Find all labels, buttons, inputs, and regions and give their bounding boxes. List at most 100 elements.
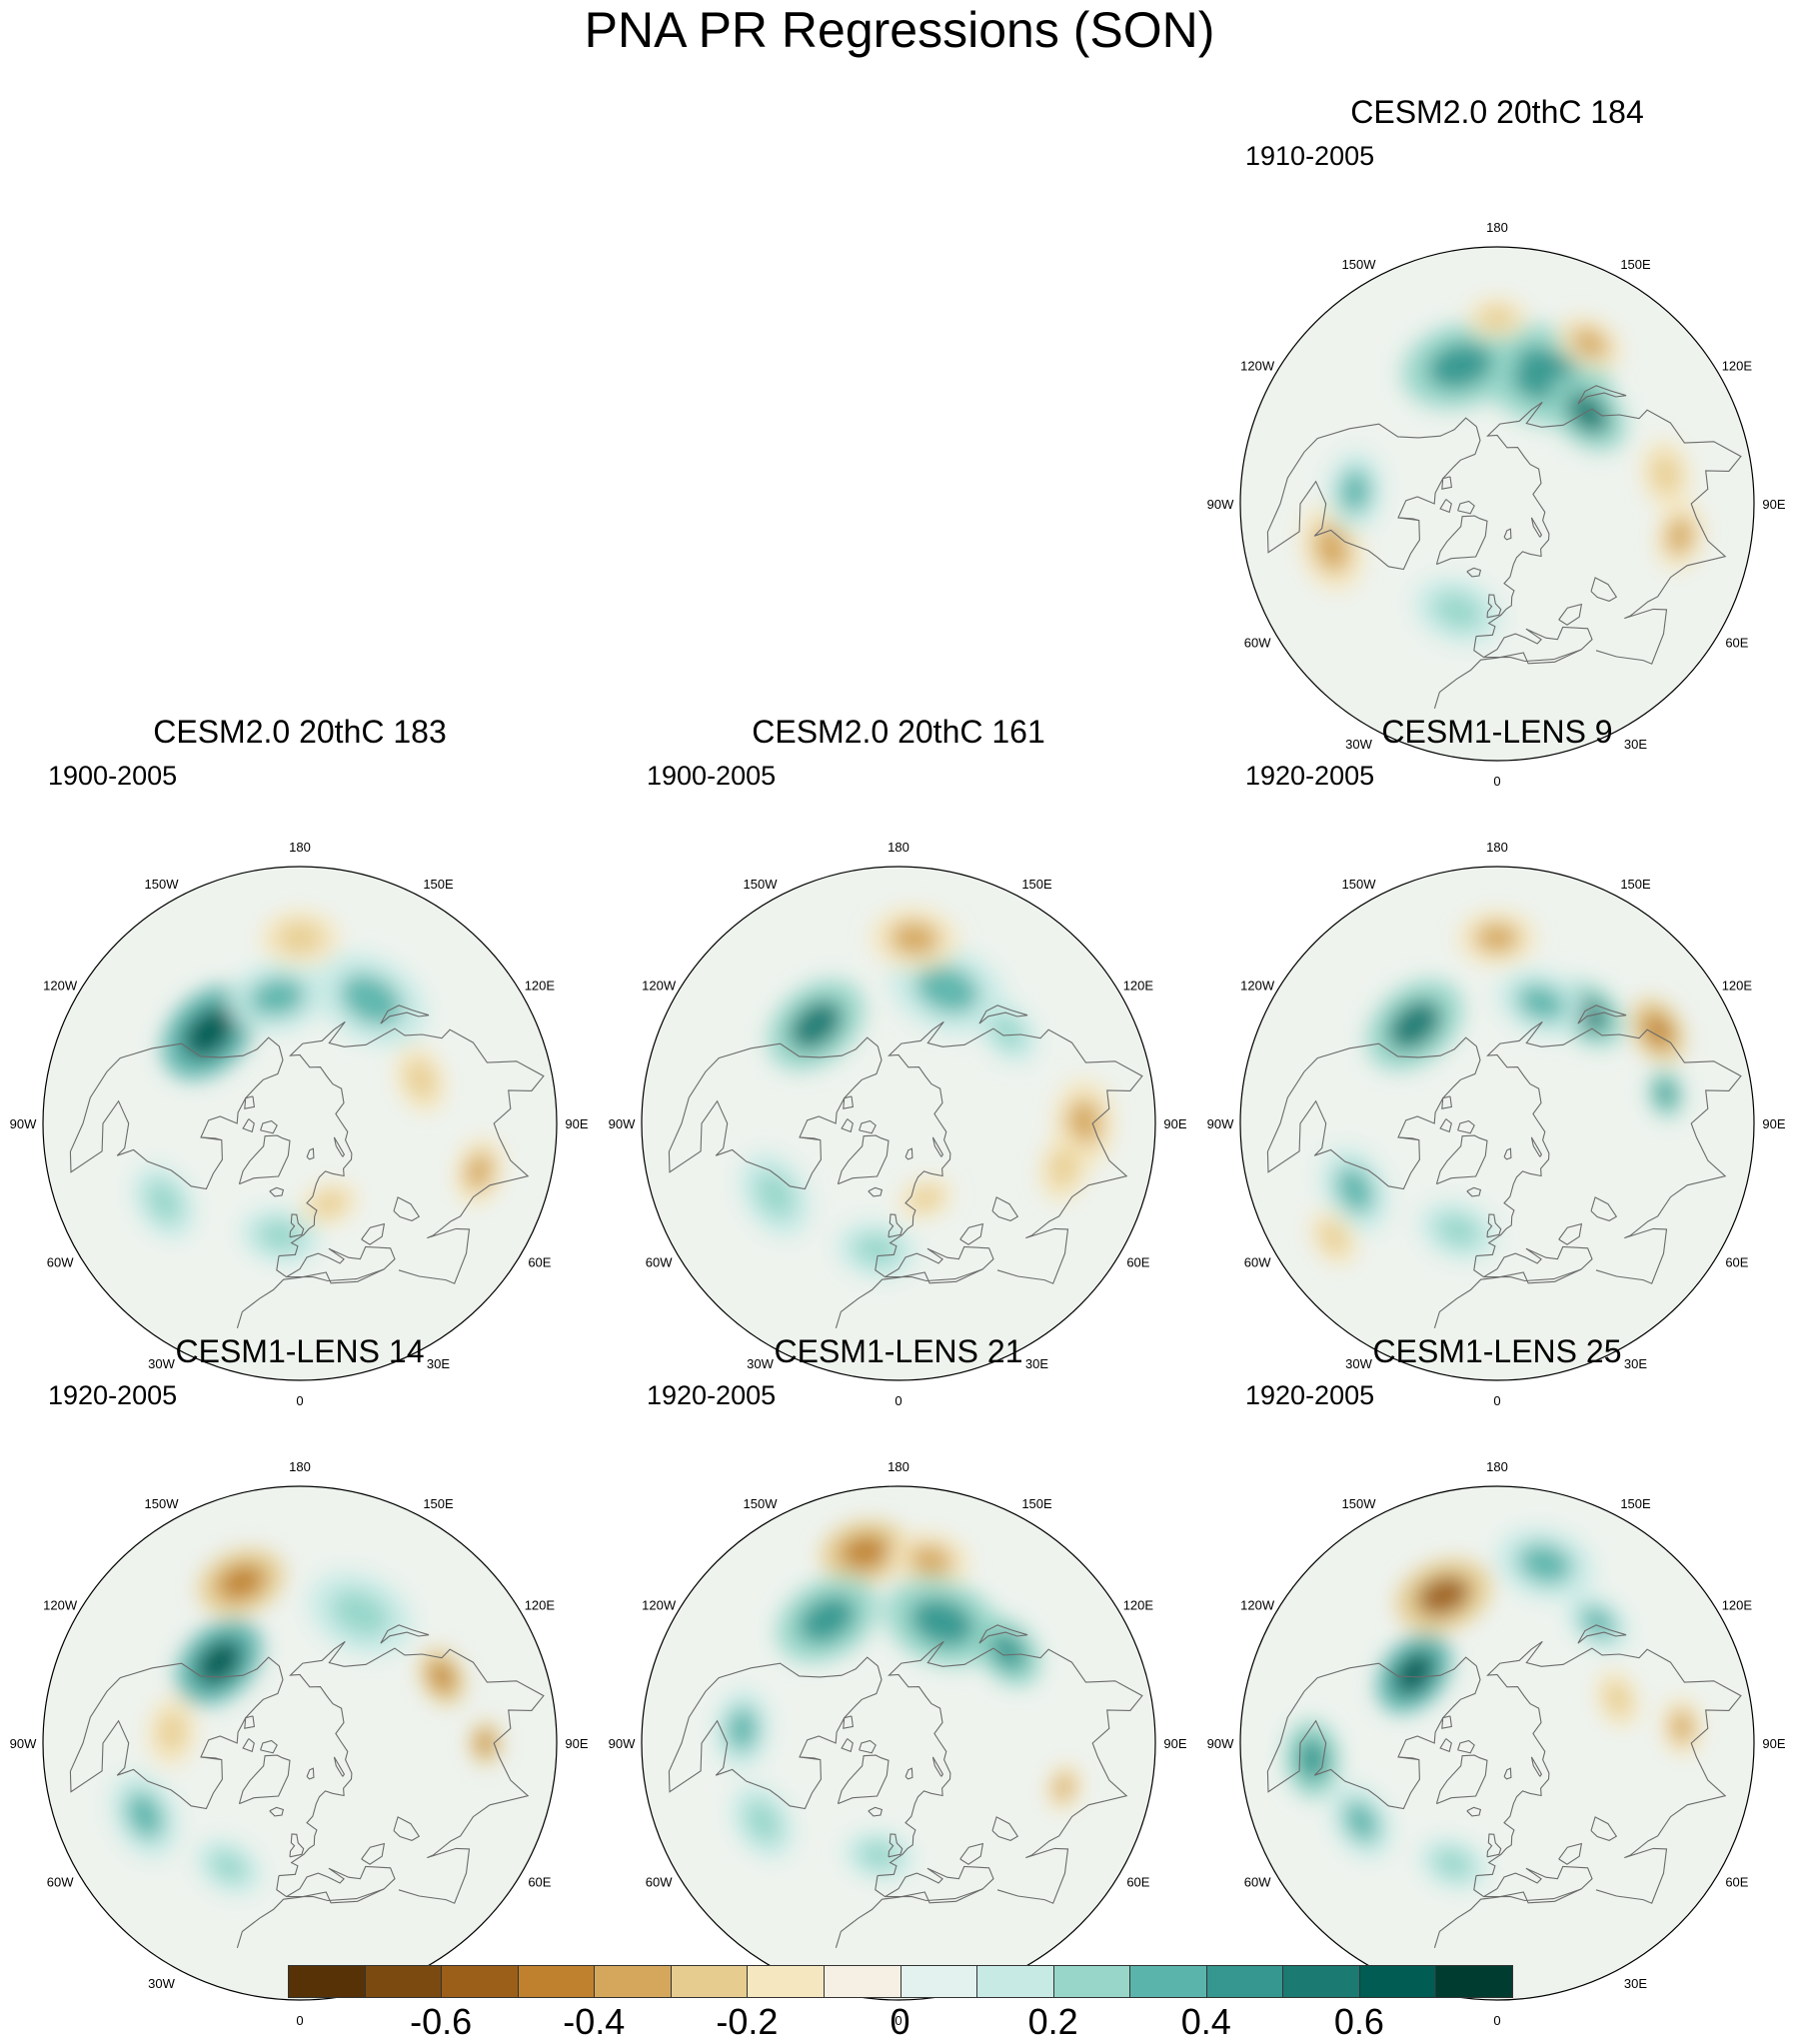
coastline [991, 1816, 1019, 1841]
coastline [236, 1268, 385, 1328]
colorbar-tick-label: 0.2 [1027, 2001, 1078, 2042]
coastline [991, 1196, 1019, 1221]
regression-field-core [126, 1791, 164, 1839]
map-background [1240, 1486, 1754, 2000]
longitude-label: 120W [43, 1598, 78, 1613]
longitude-label: 60E [528, 1255, 551, 1270]
coastline [1266, 417, 1481, 571]
coastline [1503, 528, 1512, 541]
regression-field-core [756, 1171, 795, 1218]
coastline [333, 1136, 346, 1157]
coastline [1530, 1136, 1543, 1157]
longitude-label: 120E [1123, 1598, 1154, 1613]
panel-title: CESM2.0 20thC 184 [1350, 94, 1644, 130]
coastline [1577, 1624, 1627, 1644]
longitude-label: 120W [43, 979, 78, 994]
panel-period: 1920-2005 [48, 1380, 178, 1410]
regression-field-core [406, 1060, 435, 1098]
coastline [278, 1640, 545, 1904]
longitude-label: 180 [289, 840, 311, 855]
coastline [289, 1833, 305, 1858]
colorbar [288, 1965, 1513, 1998]
coastline [1473, 1865, 1593, 1902]
coastline [269, 1186, 285, 1197]
longitude-label: 30W [1345, 1356, 1372, 1371]
longitude-label: 90E [1762, 1736, 1785, 1751]
coastline [904, 1147, 913, 1160]
longitude-label: 150E [423, 1496, 454, 1511]
coastline [877, 1021, 1143, 1284]
coastline [959, 1222, 984, 1245]
colorbar-box [364, 1965, 443, 1998]
regression-field-core [1053, 1773, 1074, 1801]
coastline [1433, 1888, 1582, 1948]
regression-field-core [146, 1181, 182, 1223]
panel-title: CESM2.0 20thC 183 [153, 714, 447, 750]
colorbar-box [747, 1965, 825, 1998]
map-background [1240, 867, 1754, 1380]
longitude-label: 90W [1207, 497, 1234, 512]
colorbar-box [594, 1965, 672, 1998]
coastline [1397, 1756, 1419, 1761]
coastline [1439, 1118, 1452, 1133]
map-panel-cesm1-21: CESM1-LENS 21 1920-2005 180 150E 120E 90E 60E 3… [599, 1331, 1198, 2028]
regression-field-core [1475, 923, 1519, 954]
colorbar-tick-label: -0.2 [716, 2001, 779, 2042]
coastline [269, 1806, 285, 1817]
longitude-label: 60W [1244, 1255, 1271, 1270]
longitude-label: 180 [1486, 1459, 1508, 1474]
regression-field-core [1313, 524, 1350, 573]
longitude-label: 150E [1620, 257, 1651, 272]
coastline [841, 1118, 854, 1133]
coastline [959, 1842, 984, 1865]
longitude-label: 150W [1342, 877, 1377, 892]
longitude-label: 30W [747, 1356, 774, 1371]
coastline [278, 1021, 545, 1284]
coastline [888, 1213, 903, 1238]
longitude-label: 0 [296, 2013, 303, 2028]
coastline [1473, 626, 1593, 663]
coastline [1466, 1186, 1482, 1197]
regression-field-core [313, 1191, 346, 1216]
longitude-label: 60E [1126, 1255, 1149, 1270]
longitude-label: 90W [609, 1116, 636, 1131]
coastline [875, 1245, 994, 1282]
longitude-label: 60W [1244, 1875, 1271, 1890]
longitude-label: 120W [642, 1598, 677, 1613]
coastline [306, 1147, 315, 1160]
map-panel-cesm1-25: CESM1-LENS 25 1920-2005 180 150E 120E 90E 60E 3… [1197, 1331, 1797, 2028]
longitude-label: 180 [888, 840, 909, 855]
longitude-label: 180 [888, 1459, 909, 1474]
coastline [276, 1245, 396, 1282]
coastline [835, 1888, 983, 1948]
coastline [380, 1005, 430, 1024]
longitude-label: 120E [1722, 359, 1753, 374]
longitude-label: 60W [1244, 636, 1271, 651]
longitude-label: 150W [744, 877, 779, 892]
regression-field-core [1319, 1222, 1347, 1253]
coastline [393, 1196, 421, 1221]
coastline [1457, 500, 1475, 515]
coastline [1475, 401, 1742, 665]
coastline [799, 1136, 821, 1141]
regression-field-core [908, 1544, 953, 1576]
panel-title: CESM2.0 20thC 161 [752, 714, 1045, 750]
longitude-label: 120W [642, 979, 677, 994]
coastline [1503, 1147, 1512, 1160]
coastline [200, 1136, 222, 1141]
regression-field-core [890, 921, 939, 957]
longitude-label: 30E [1025, 1356, 1048, 1371]
coastline [1590, 1816, 1618, 1841]
longitude-label: 150E [1620, 1496, 1651, 1511]
coastline [1441, 476, 1453, 490]
panel-period: 1920-2005 [1245, 761, 1375, 791]
coastline [1590, 1196, 1618, 1221]
colorbar-box [517, 1965, 596, 1998]
coastline [1433, 649, 1582, 709]
regression-field-core [1652, 455, 1680, 494]
coastline [1503, 1767, 1512, 1780]
longitude-label: 150W [145, 877, 180, 892]
colorbar-box [1205, 1965, 1284, 1998]
longitude-label: 90E [565, 1116, 588, 1131]
